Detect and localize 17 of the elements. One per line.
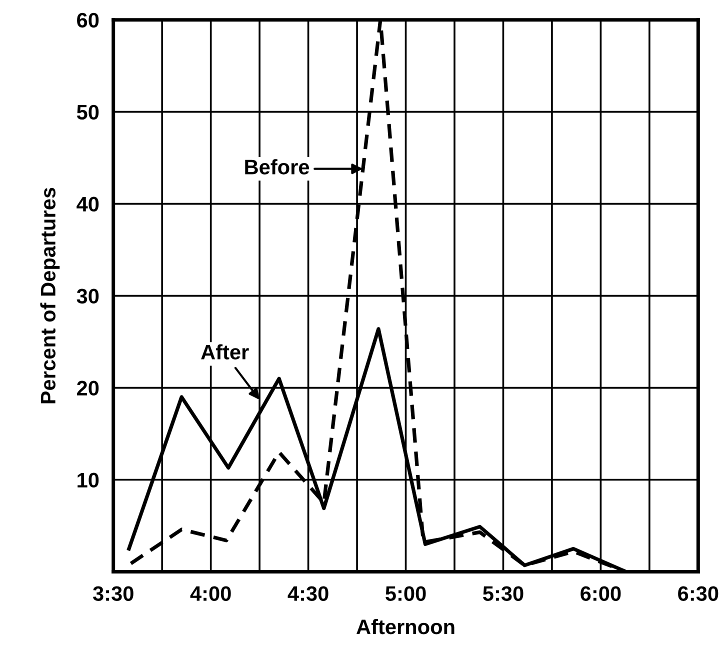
x-tick-label: 4:00 — [190, 586, 231, 601]
x-tick-label: 5:30 — [483, 586, 524, 601]
x-tick-label: 6:30 — [678, 586, 718, 601]
x-tick-label: 5:00 — [386, 586, 426, 601]
y-tick-label: 60 — [77, 12, 99, 28]
x-tick-label: 4:30 — [288, 586, 328, 601]
annotation: After — [201, 344, 249, 360]
y-tick-label: 30 — [76, 288, 99, 304]
x-tick-label: 3:30 — [92, 586, 134, 601]
y-tick-label: 40 — [76, 196, 99, 212]
y-tick-label: 10 — [78, 472, 99, 488]
annotation: Before — [245, 159, 310, 174]
x-tick-label: 6:00 — [580, 586, 621, 601]
x-axis-title: Afternoon — [356, 618, 454, 634]
y-tick-label: 20 — [77, 380, 99, 396]
y-tick-label: 50 — [76, 104, 99, 120]
y-axis-title: Percent of Departures — [40, 188, 60, 404]
